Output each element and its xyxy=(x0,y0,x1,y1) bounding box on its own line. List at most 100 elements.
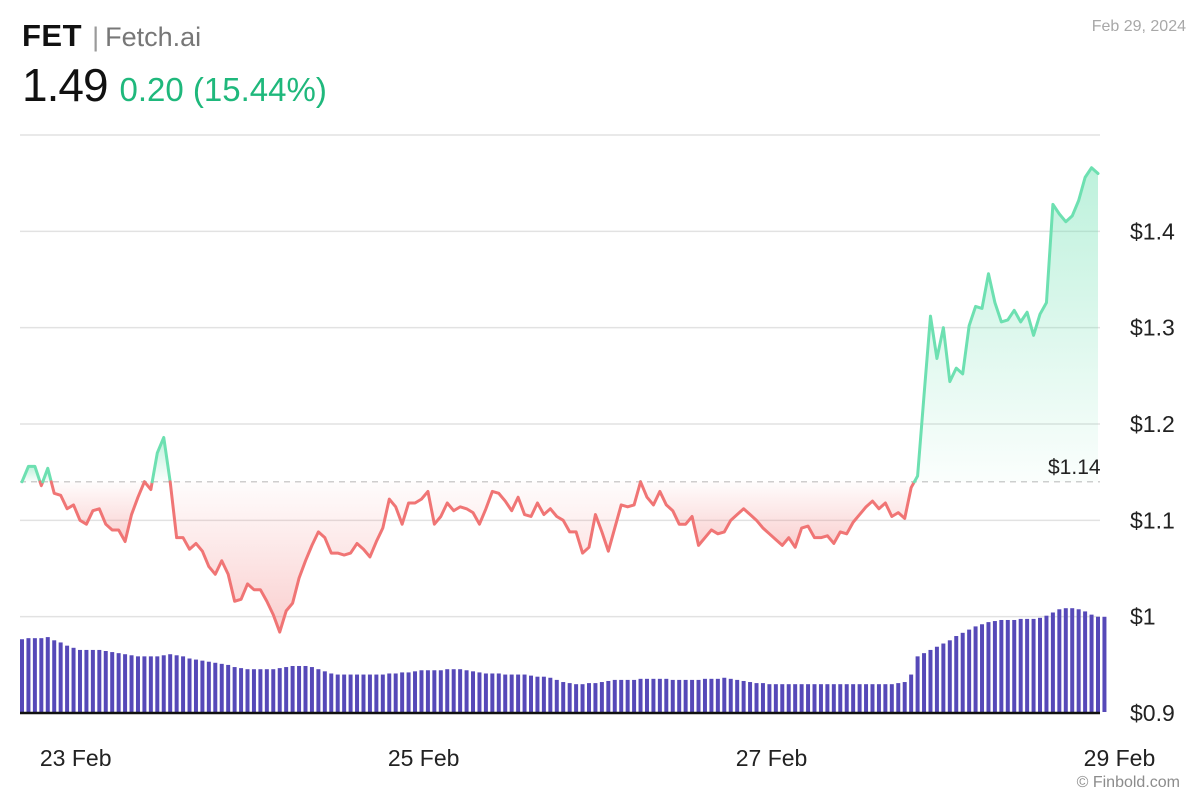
volume-bar xyxy=(748,682,753,712)
price-line-down xyxy=(49,480,146,544)
volume-bar xyxy=(316,669,321,712)
y-tick-label: $1 xyxy=(1130,604,1156,630)
reference-label: $1.14 xyxy=(1048,456,1101,479)
volume-bar xyxy=(367,674,372,712)
volume-bar xyxy=(264,669,269,712)
volume-bar xyxy=(1083,611,1088,712)
volume-bar xyxy=(45,637,50,712)
volume-bar xyxy=(670,679,675,712)
area-fill-down xyxy=(640,481,915,548)
volume-bar xyxy=(1063,608,1068,712)
volume-bar xyxy=(245,669,250,712)
volume-bar xyxy=(806,684,811,712)
volume-bar xyxy=(97,649,102,712)
volume-bar xyxy=(999,619,1004,712)
y-tick-label: $1.2 xyxy=(1130,411,1175,437)
x-tick-label: 23 Feb xyxy=(40,745,112,771)
volume-bar xyxy=(123,654,128,712)
volume-bar xyxy=(309,667,314,712)
area-fill-up xyxy=(914,167,1098,482)
volume-bar xyxy=(606,680,611,712)
volume-bar xyxy=(773,684,778,712)
volume-bar xyxy=(1038,617,1042,712)
volume-bar xyxy=(715,678,720,712)
volume-bar xyxy=(26,638,31,712)
volume-bar xyxy=(103,651,108,712)
volume-bar xyxy=(503,674,508,712)
y-tick-label: $0.9 xyxy=(1130,700,1175,726)
volume-bar xyxy=(155,656,160,712)
volume-bar xyxy=(297,665,302,712)
volume-bar xyxy=(625,679,630,712)
volume-bar xyxy=(1102,616,1107,712)
volume-bar xyxy=(445,669,450,712)
volume-bar xyxy=(438,670,443,712)
volume-bar xyxy=(554,679,559,712)
volume-bar xyxy=(690,679,695,712)
volume-bar xyxy=(39,638,44,712)
price-line-down xyxy=(142,480,154,492)
price-line-down xyxy=(639,480,916,549)
volume-bar xyxy=(483,673,488,712)
volume-bar xyxy=(219,663,224,712)
volume-bar xyxy=(142,656,147,712)
volume-bar xyxy=(851,684,856,712)
volume-bar xyxy=(1012,619,1017,712)
current-price: 1.49 xyxy=(22,59,109,111)
volume-bar xyxy=(20,639,24,712)
area-fills xyxy=(22,167,1098,633)
volume-bar xyxy=(1070,608,1075,712)
volume-bar xyxy=(741,680,746,712)
volume-bar xyxy=(664,678,669,712)
volume-bar xyxy=(168,654,173,712)
volume-bar xyxy=(335,674,340,712)
volume-bar xyxy=(889,684,894,712)
volume-bar xyxy=(644,678,649,712)
volume-bar xyxy=(902,682,907,712)
volume-bar xyxy=(632,679,637,712)
volume-bar xyxy=(148,656,153,712)
volume-bar xyxy=(1096,616,1100,712)
volume-bar xyxy=(883,684,888,712)
volume-bar xyxy=(1044,615,1049,712)
volume-bar xyxy=(206,661,211,712)
price-line-up xyxy=(912,166,1100,484)
volume-bar xyxy=(413,671,418,712)
volume-bar xyxy=(780,684,785,712)
volume-bar xyxy=(709,678,714,712)
volume-bar xyxy=(612,679,617,712)
price-line-down xyxy=(168,480,643,634)
x-tick-label: 25 Feb xyxy=(388,745,460,771)
price-line xyxy=(20,166,1100,634)
volume-bar xyxy=(580,684,585,712)
volume-bar xyxy=(406,672,411,712)
volume-bar xyxy=(471,671,476,712)
volume-bar xyxy=(458,669,463,712)
volume-bar xyxy=(174,655,179,712)
volume-bar xyxy=(574,684,579,712)
volume-bar xyxy=(509,674,514,712)
volume-bar xyxy=(567,683,572,712)
volume-bar xyxy=(857,684,862,712)
volume-bar xyxy=(193,659,198,712)
volume-bar xyxy=(941,643,946,712)
x-tick-label: 27 Feb xyxy=(736,745,808,771)
volume-bar xyxy=(1050,612,1055,712)
volume-bar xyxy=(561,682,566,712)
volume-bar xyxy=(973,626,978,712)
title-row: FET | Fetch.ai xyxy=(22,18,327,54)
volume-bar xyxy=(812,684,817,712)
volume-bar xyxy=(84,649,89,712)
area-fill-up xyxy=(152,437,171,482)
price-change: 0.20 (15.44%) xyxy=(119,71,327,108)
volume-bar xyxy=(587,683,591,712)
header: FET | Fetch.ai 1.49 0.20 (15.44%) xyxy=(22,18,327,112)
volume-bar xyxy=(425,670,430,712)
volume-bar xyxy=(760,683,765,712)
y-tick-label: $1.3 xyxy=(1130,315,1175,341)
volume-bar xyxy=(58,642,63,712)
source-credit: © Finbold.com xyxy=(1076,774,1180,791)
volume-bar xyxy=(342,674,347,712)
volume-bar xyxy=(915,656,920,712)
volume-bar xyxy=(844,684,849,712)
